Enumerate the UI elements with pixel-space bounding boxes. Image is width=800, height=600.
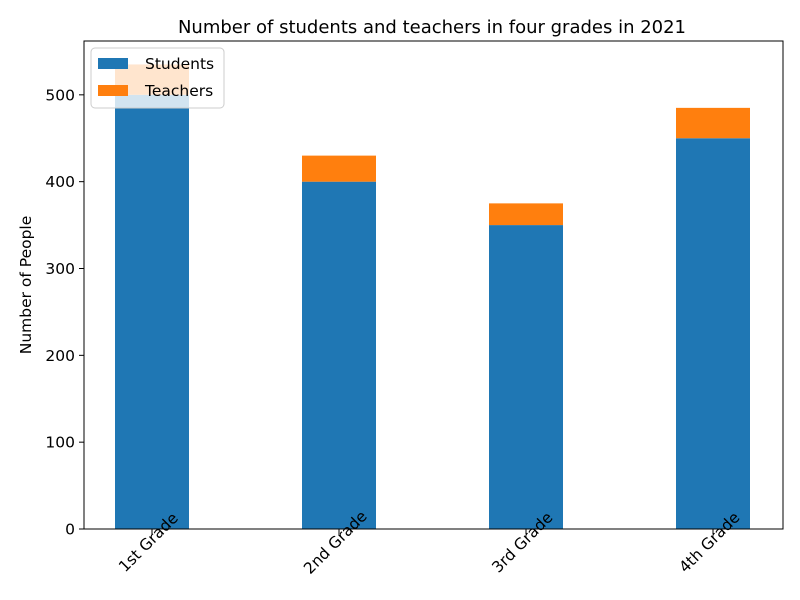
legend-label-students: Students	[145, 55, 214, 73]
bar-students-2	[302, 181, 376, 529]
bar-teachers-3	[489, 203, 563, 226]
y-tick-label: 400	[45, 173, 75, 191]
y-tick-label: 0	[65, 521, 75, 539]
legend: Students Teachers	[90, 47, 225, 109]
y-tick-label: 500	[45, 86, 75, 104]
chart-title: Number of students and teachers in four …	[178, 17, 686, 38]
bars-group	[115, 64, 750, 530]
plot-frame	[83, 40, 784, 530]
bar-students-1	[115, 94, 189, 529]
legend-swatch-teachers	[98, 85, 128, 96]
y-axis-ticks: 0 100 200 300 400 500	[45, 86, 84, 539]
bar-students-4	[676, 138, 750, 529]
y-tick-label: 200	[45, 347, 75, 365]
bar-teachers-2	[302, 155, 376, 182]
bar-students-3	[489, 225, 563, 530]
y-tick-label: 100	[45, 434, 75, 452]
legend-swatch-students	[98, 58, 128, 69]
legend-label-teachers: Teachers	[144, 82, 213, 100]
y-axis-label: Number of People	[17, 216, 35, 355]
y-tick-label: 300	[45, 260, 75, 278]
bar-teachers-4	[676, 107, 750, 139]
